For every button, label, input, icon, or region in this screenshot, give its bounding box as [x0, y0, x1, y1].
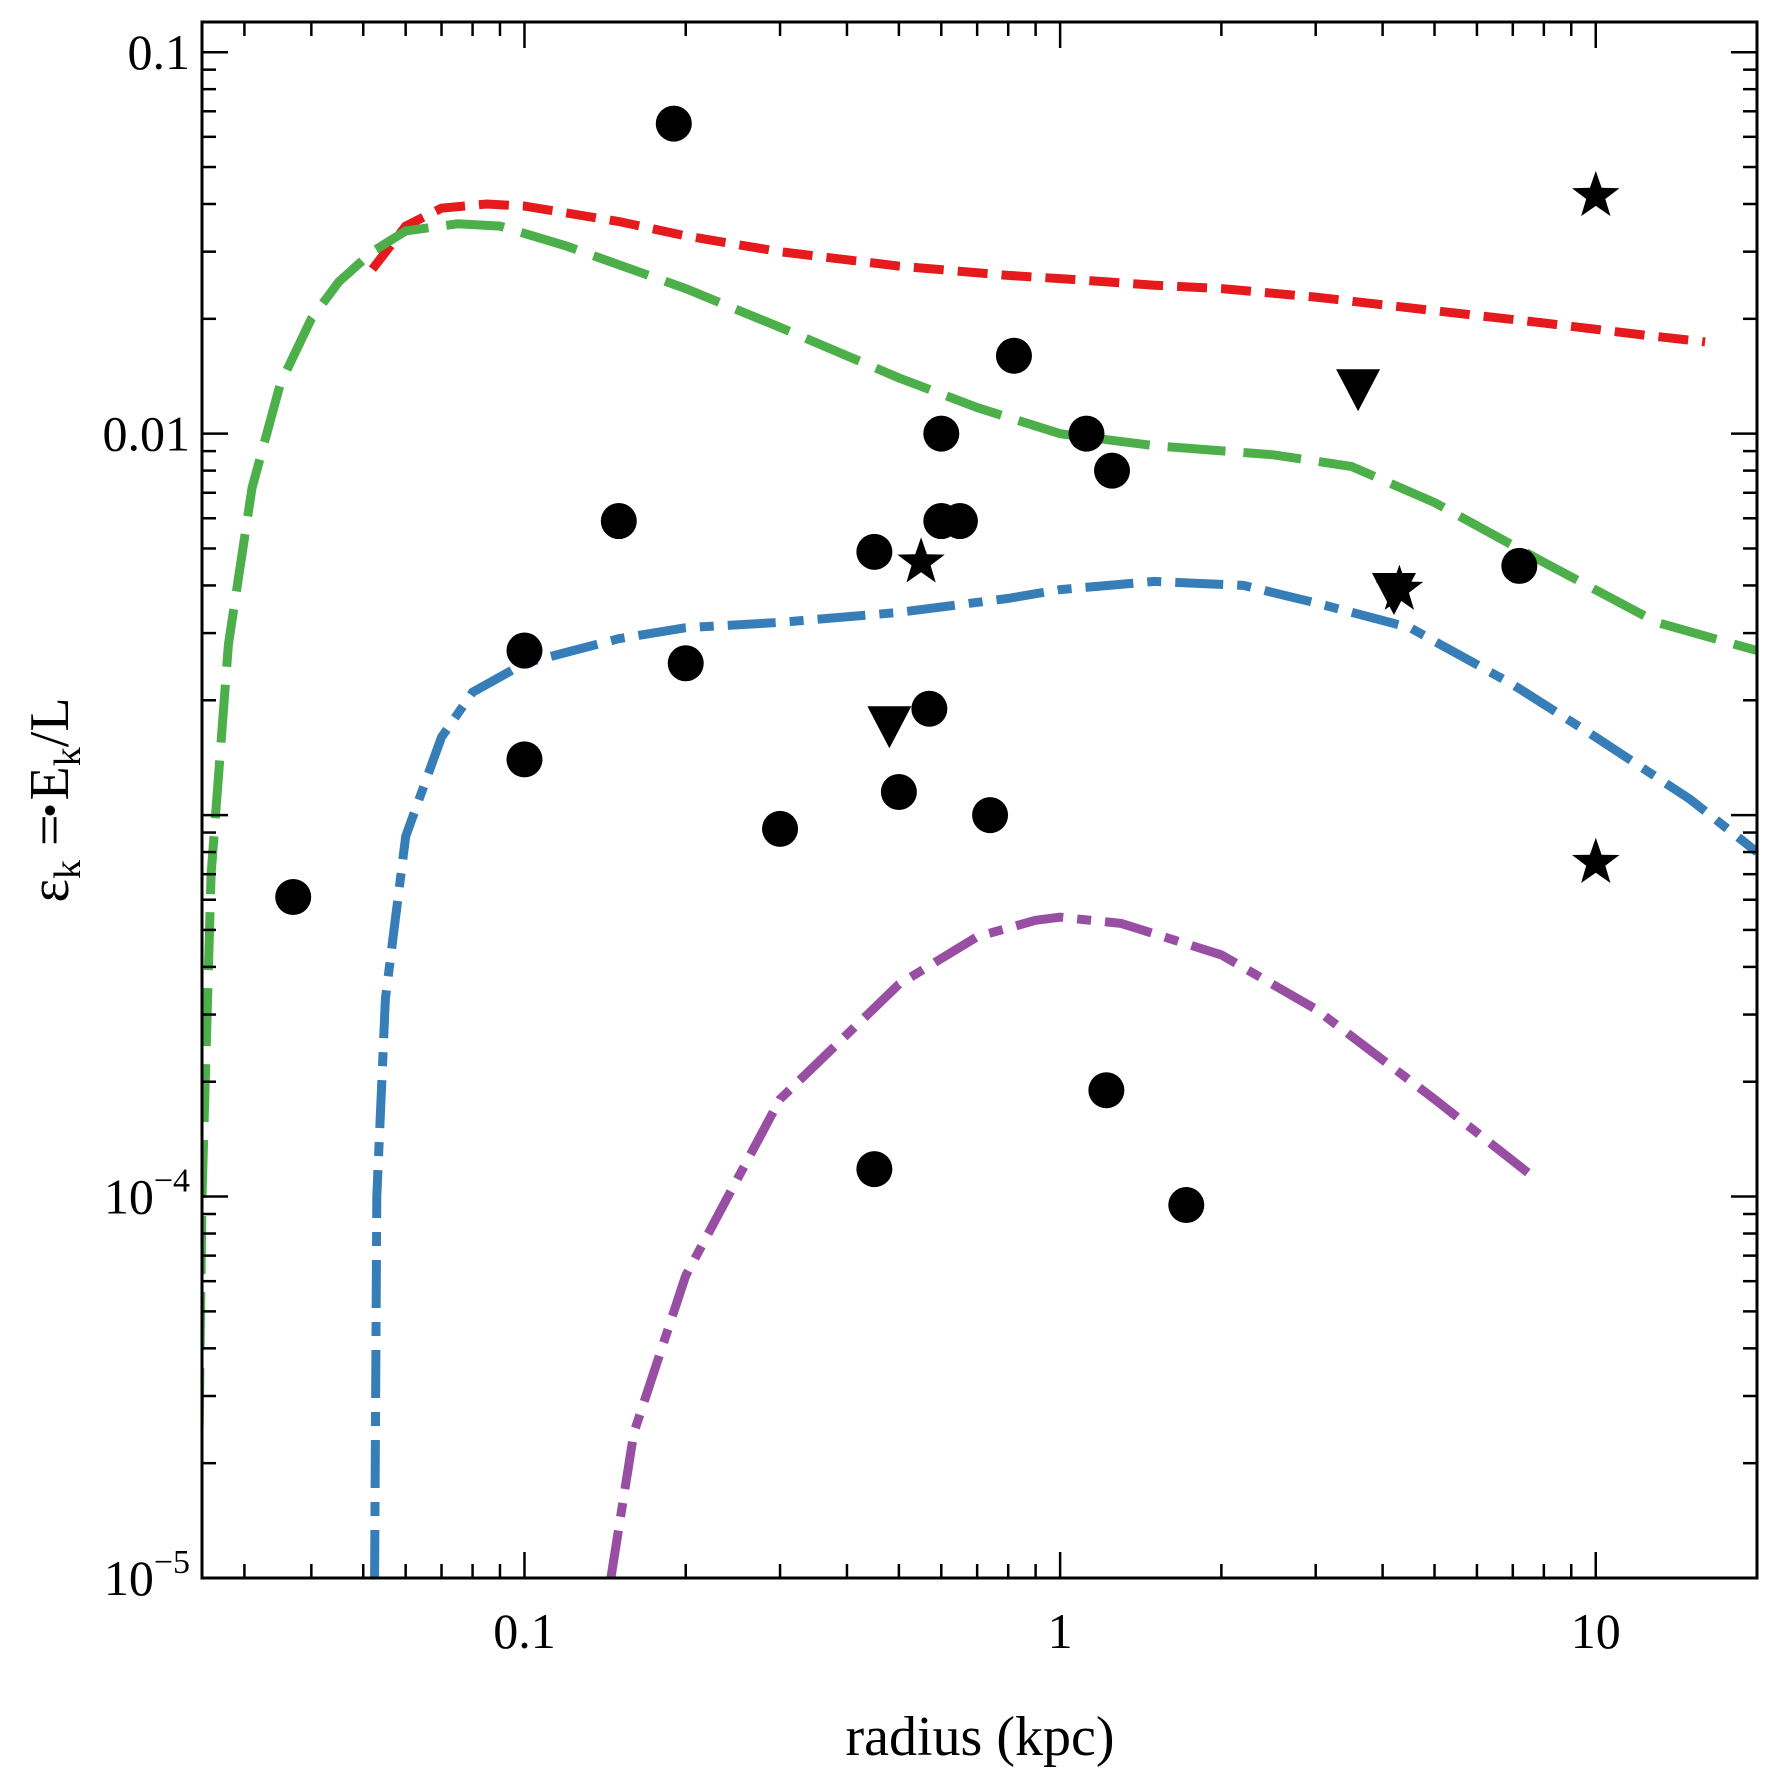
y-title-derivative-dot — [45, 805, 55, 816]
star-point — [897, 537, 945, 583]
y-tick-label-exponent: −5 — [154, 1544, 190, 1581]
y-title-numerator: E — [19, 766, 81, 800]
y-tick-label: 0.1 — [128, 24, 191, 80]
circle-point — [995, 337, 1032, 374]
y-title-denominator: /L — [19, 697, 81, 747]
circle-point — [667, 645, 704, 682]
circle-point — [762, 810, 799, 847]
y-title-symbol: ε — [19, 879, 81, 903]
x-axis-title: radius (kpc) — [845, 1706, 1114, 1768]
circle-point — [880, 773, 917, 810]
circle-point — [972, 797, 1009, 834]
circle-point — [856, 1151, 893, 1188]
circle-point — [923, 415, 960, 452]
circle-point — [1501, 547, 1538, 584]
circle-point — [506, 741, 543, 778]
circle-point — [1168, 1187, 1205, 1224]
purple-curve — [606, 912, 1532, 1578]
star-point — [1572, 170, 1620, 217]
curves-layer — [202, 199, 1757, 1578]
x-tick-label: 10 — [1571, 1603, 1621, 1659]
circle-point — [911, 690, 948, 727]
triangle-point — [867, 706, 912, 749]
triangle-point — [1336, 369, 1381, 412]
x-tick-label: 1 — [1048, 1603, 1073, 1659]
y-tick-label: 10−4 — [104, 1163, 190, 1225]
y-tick-label: 0.01 — [103, 406, 191, 462]
plot-frame — [200, 20, 1759, 1580]
points-layer — [275, 105, 1620, 1224]
circle-point — [1094, 452, 1131, 489]
y-title-numerator-sub: k — [47, 747, 89, 766]
circle-point — [1088, 1072, 1125, 1109]
circle-point — [600, 503, 637, 540]
triangle-point — [1371, 572, 1416, 615]
star-point — [1572, 837, 1620, 883]
y-title-symbol-sub: k — [47, 860, 89, 879]
circle-point — [941, 503, 978, 540]
y-tick-label-exponent: −4 — [154, 1163, 190, 1200]
circle-point — [275, 878, 312, 915]
y-tick-label-base: 10 — [104, 1169, 154, 1225]
circle-point — [655, 105, 692, 142]
circle-point — [856, 533, 893, 570]
circle-point — [506, 632, 543, 669]
x-tick-label: 0.1 — [493, 1603, 556, 1659]
y-tick-label-base: 10 — [104, 1550, 154, 1606]
y-tick-label: 10−5 — [104, 1544, 190, 1606]
circle-point — [1068, 415, 1105, 452]
green-curve — [202, 219, 1757, 1562]
red-curve — [368, 199, 1706, 347]
